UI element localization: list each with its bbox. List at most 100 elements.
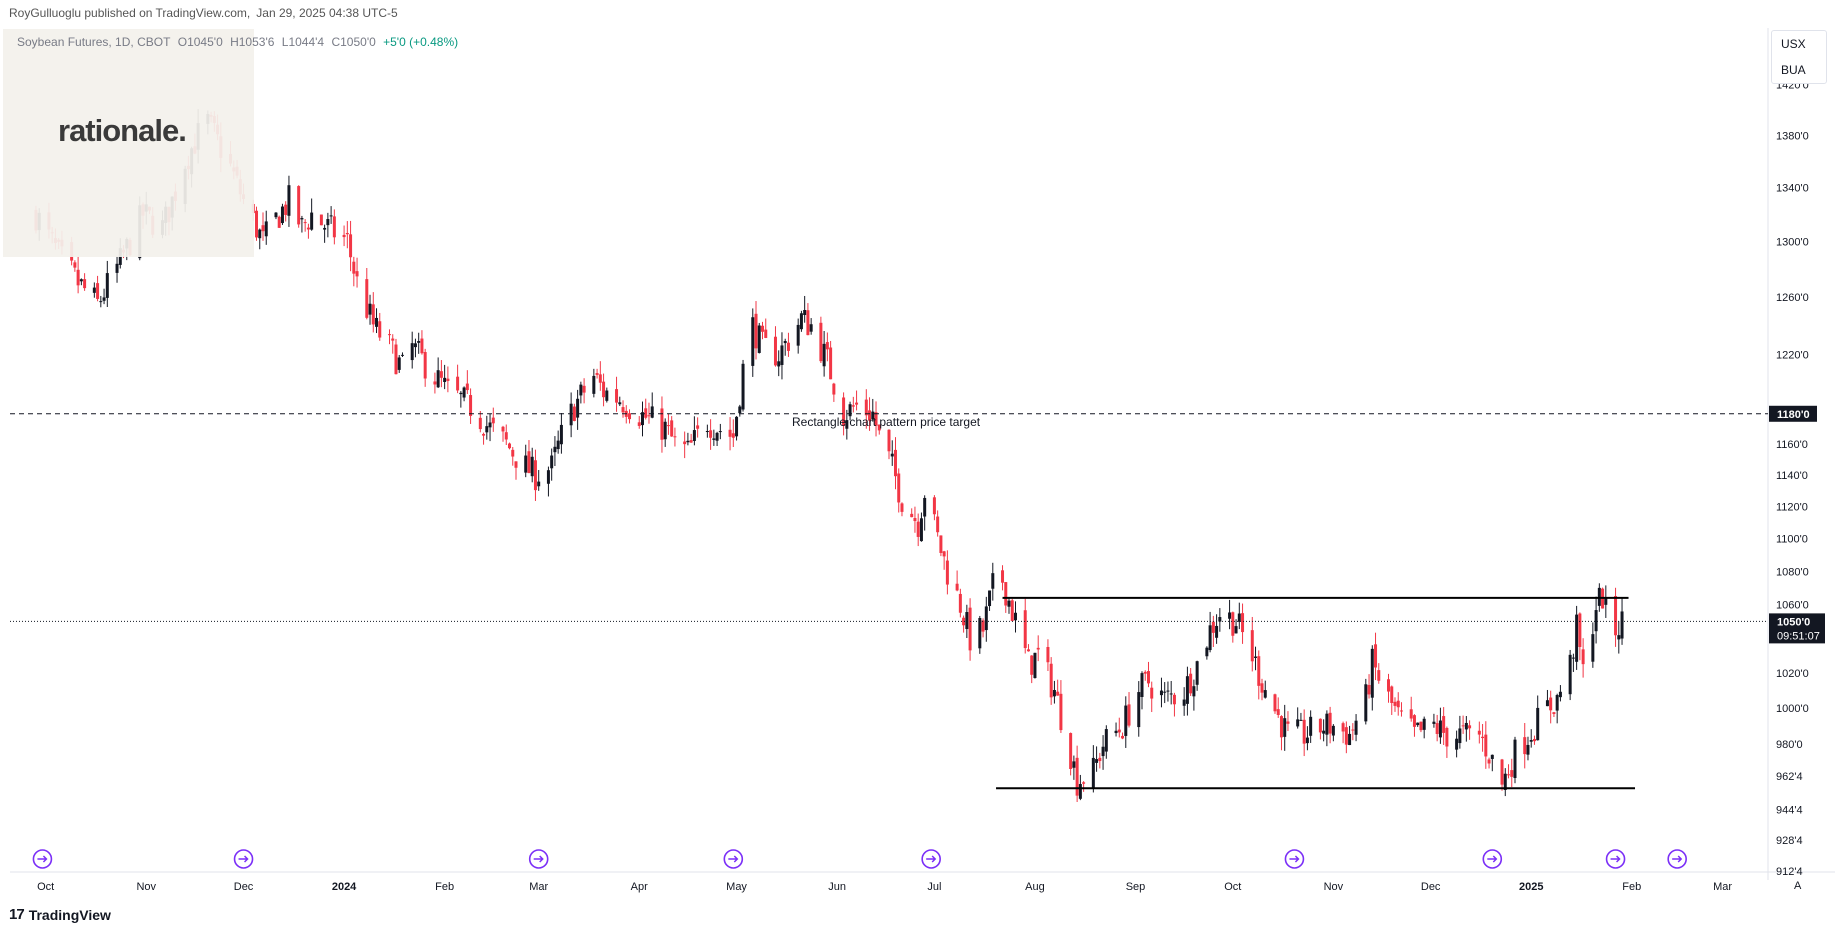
event-marker-icon[interactable] [32,849,53,869]
price-axis-label: 1260'0 [1776,292,1809,304]
candle-body [300,218,304,220]
event-marker-icon[interactable] [723,849,744,869]
candle-body [1137,692,1141,728]
candle-body [877,424,881,431]
candle-body [919,518,923,542]
price-target-label: 1180'0 [1777,409,1810,421]
candle-body [582,385,586,393]
candle-body [1412,715,1416,727]
candle-body [443,377,447,382]
candle-body [1523,737,1527,755]
currency-unit-selector[interactable]: USX BUA [1771,30,1827,84]
candle-body [1078,784,1082,799]
candle-body [871,411,875,420]
event-marker-icon[interactable] [528,849,549,869]
candle-body [939,535,943,553]
candle-body [592,375,596,394]
candle-body [1140,673,1144,698]
candle-body [1455,738,1459,750]
unit-label[interactable]: BUA [1781,63,1806,77]
candle-body [773,336,777,366]
candle-body [1354,720,1358,735]
currency-label[interactable]: USX [1781,37,1806,51]
candle-body [1416,722,1420,726]
candle-body [1490,754,1494,759]
candle-body [1124,705,1128,736]
candle-body [663,421,667,440]
event-marker-icon[interactable] [1482,849,1503,869]
candle-body [809,324,813,332]
candle-body [436,370,440,388]
candle-body [556,440,560,450]
candle-body [1299,719,1303,721]
candle-body [874,412,878,426]
candle-body [1464,722,1468,730]
candle-body [1468,725,1472,729]
event-marker-icon[interactable] [1667,849,1687,869]
candle-body [615,389,619,403]
candle-body [1568,654,1572,695]
candle-body [1305,737,1309,744]
annotation-text[interactable]: Rectangle chart pattern price target [792,415,981,429]
candle-body [1581,649,1585,665]
candle-body [1049,663,1053,698]
candle-body [1189,673,1193,694]
candle-body [1059,693,1063,731]
candle-body [705,431,709,433]
candle-body [1442,716,1446,733]
candle-body [962,617,966,626]
event-marker-icon[interactable] [233,849,254,869]
candle-body [102,297,106,301]
candle-body [1234,626,1238,634]
event-marker-icon[interactable] [1605,849,1626,869]
candle-body [1010,600,1014,621]
candle-body [1072,761,1076,768]
candle-body [485,426,489,433]
symbol-legend[interactable]: Soybean Futures, 1D, CBOT O1045'0 H1053'… [17,35,462,49]
event-marker-icon[interactable] [1284,849,1305,869]
candle-body [1419,721,1423,731]
candle-body [92,287,96,293]
ohlc-change: +5'0 (+0.48%) [383,35,459,49]
candle-body [1620,611,1624,639]
candle-body [910,513,914,518]
ohlc-open: O1045'0 [177,35,223,49]
candle-body [1117,729,1121,733]
candle-body [647,415,651,417]
candle-body [478,417,482,430]
candle-body [1393,701,1397,706]
tradingview-footer[interactable]: 17 TradingView [9,906,111,923]
price-axis-label: 1220'0 [1776,349,1809,361]
candle-body [786,342,790,351]
time-axis-label: Oct [1224,881,1241,893]
time-axis-label: Feb [1622,881,1641,893]
price-axis-label: 1120'0 [1776,502,1808,514]
candle-body [845,420,849,429]
candle-body [829,347,833,380]
watermark-box [3,29,254,257]
publish-info: RoyGulluoglu published on TradingView.co… [9,6,404,20]
candle-body [621,407,625,413]
price-axis-label: 962'4 [1776,771,1803,783]
price-axis-label: 1020'0 [1776,668,1809,680]
auto-scale-button[interactable]: A [1794,880,1802,892]
candle-body [1250,630,1254,662]
candle-body [1594,610,1598,632]
candle-body [1169,693,1173,695]
event-marker-icon[interactable] [921,849,941,869]
candle-body [735,416,739,437]
candle-body [754,313,758,349]
candle-body [864,399,868,416]
candle-body [942,551,946,557]
candle-body [1121,735,1125,739]
candle-body [936,516,940,533]
candle-body [1328,712,1332,734]
event-marker-arrow [1289,855,1300,863]
candle-body [446,378,450,382]
candle-body [488,422,492,428]
candle-body [368,303,372,315]
candle-body [1399,710,1403,712]
candle-body [1325,713,1329,735]
candle-body [1231,612,1235,636]
